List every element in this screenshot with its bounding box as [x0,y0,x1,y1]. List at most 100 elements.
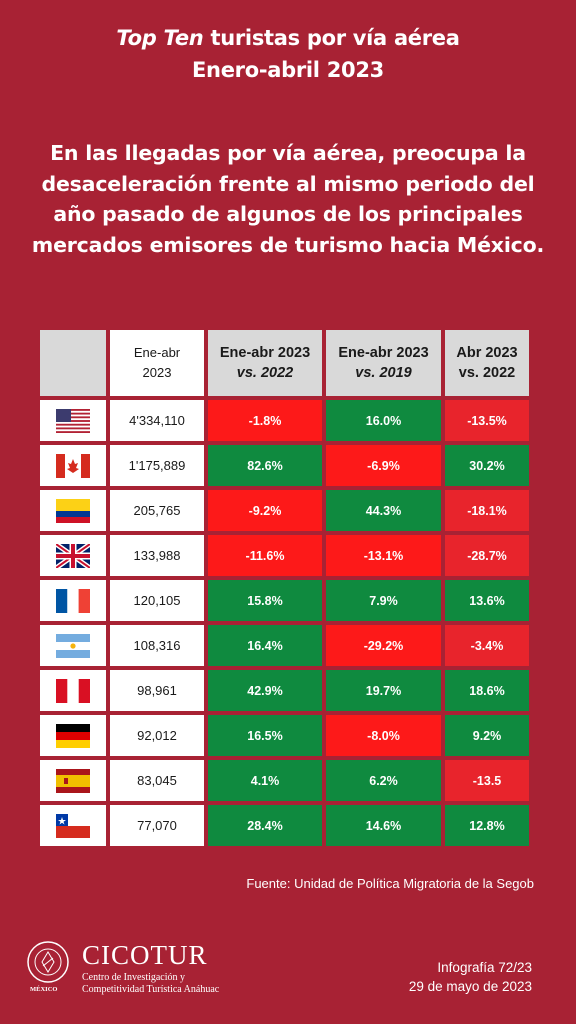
change-april-vs-2022: 30.2% [445,445,529,486]
table-row: 133,988 -11.6% -13.1% -28.7% [40,535,529,576]
flag-cell [40,445,106,486]
change-vs-2019: -6.9% [326,445,441,486]
brand-line2: Competitividad Turística Anáhuac [82,984,220,995]
change-vs-2019: 16.0% [326,400,441,441]
university-seal-icon [27,941,69,983]
header-col-april: Abr 2023 vs. 2022 [445,330,529,396]
change-april-vs-2022: -13.5% [445,400,529,441]
title-italic: Top Ten [116,26,204,50]
change-vs-2022: 4.1% [208,760,322,801]
change-april-vs-2022: 9.2% [445,715,529,756]
arrivals-value: 4'334,110 [110,400,204,441]
table-header-row: Ene-abr 2023 Ene-abr 2023 vs. 2022 Ene-a… [40,330,529,396]
change-vs-2022: 82.6% [208,445,322,486]
flag-cell [40,400,106,441]
colombia-flag-icon [56,498,90,523]
change-vs-2022: 15.8% [208,580,322,621]
change-vs-2019: 19.7% [326,670,441,711]
change-april-vs-2022: 18.6% [445,670,529,711]
table-row: 83,045 4.1% 6.2% -13.5 [40,760,529,801]
arrivals-value: 92,012 [110,715,204,756]
change-vs-2022: 42.9% [208,670,322,711]
page-title: Top Ten turistas por vía aérea Enero-abr… [0,22,576,86]
canada-flag-icon [56,453,90,478]
table-row: 205,765 -9.2% 44.3% -18.1% [40,490,529,531]
france-flag-icon [56,588,90,613]
chile-flag-icon [56,813,90,838]
change-april-vs-2022: 12.8% [445,805,529,846]
change-vs-2022: -1.8% [208,400,322,441]
title-rest: turistas por vía aérea [203,26,460,50]
usa-flag-icon [56,408,90,433]
cicotur-logo: MÉXICO CICOTUR Centro de Investigación y… [20,938,240,998]
uk-flag-icon [56,543,90,568]
tourism-table: Ene-abr 2023 Ene-abr 2023 vs. 2022 Ene-a… [36,326,533,850]
header-col-vs2019-line2: vs. 2019 [355,365,412,381]
change-vs-2019: -13.1% [326,535,441,576]
table-row: 1'175,889 82.6% -6.9% 30.2% [40,445,529,486]
header-col-vs2022-line2: vs. 2022 [236,365,294,381]
germany-flag-icon [56,723,90,748]
arrivals-value: 133,988 [110,535,204,576]
table-row: 108,316 16.4% -29.2% -3.4% [40,625,529,666]
publish-date: 29 de mayo de 2023 [408,979,532,994]
arrivals-value: 1'175,889 [110,445,204,486]
peru-flag-icon [56,678,90,703]
change-vs-2022: 16.5% [208,715,322,756]
header-flag-cell [40,330,106,396]
header-col-april-line2: vs. 2022 [458,365,516,381]
header-col-arrivals-line1: Ene-abr [133,345,181,360]
arrivals-value: 205,765 [110,490,204,531]
change-vs-2019: 7.9% [326,580,441,621]
flag-cell [40,625,106,666]
brand-line1: Centro de Investigación y [82,972,186,983]
seal-label: MÉXICO [30,986,58,993]
change-vs-2019: 6.2% [326,760,441,801]
header-col-arrivals: Ene-abr 2023 [110,330,204,396]
change-april-vs-2022: -13.5 [445,760,529,801]
brand-name: CICOTUR [82,940,208,970]
arrivals-value: 83,045 [110,760,204,801]
change-april-vs-2022: -3.4% [445,625,529,666]
table-row: 120,105 15.8% 7.9% 13.6% [40,580,529,621]
change-vs-2019: -29.2% [326,625,441,666]
infographic-number: Infografía 72/23 [437,960,532,975]
header-col-arrivals-line2: 2023 [142,365,172,380]
header-col-vs2019-line1: Ene-abr 2023 [338,345,429,361]
arrivals-value: 98,961 [110,670,204,711]
flag-cell [40,760,106,801]
subtitle: En las llegadas por vía aérea, preocupa … [31,141,545,257]
title-line2: Enero-abril 2023 [192,58,384,82]
arrivals-value: 108,316 [110,625,204,666]
change-vs-2022: -9.2% [208,490,322,531]
change-vs-2022: -11.6% [208,535,322,576]
change-april-vs-2022: -28.7% [445,535,529,576]
change-vs-2022: 28.4% [208,805,322,846]
arrivals-value: 120,105 [110,580,204,621]
header-col-vs2022: Ene-abr 2023 vs. 2022 [208,330,322,396]
table-row: 4'334,110 -1.8% 16.0% -13.5% [40,400,529,441]
flag-cell [40,490,106,531]
source-note: Fuente: Unidad de Política Migratoria de… [246,876,534,891]
change-vs-2019: 44.3% [326,490,441,531]
table-row: 98,961 42.9% 19.7% 18.6% [40,670,529,711]
infographic-info: Infografía 72/23 29 de mayo de 2023 [409,958,532,996]
flag-cell [40,805,106,846]
header-col-vs2022-line1: Ene-abr 2023 [219,345,311,361]
change-april-vs-2022: 13.6% [445,580,529,621]
table-row: 92,012 16.5% -8.0% 9.2% [40,715,529,756]
change-vs-2019: -8.0% [326,715,441,756]
change-april-vs-2022: -18.1% [445,490,529,531]
spain-flag-icon [56,768,90,793]
flag-cell [40,715,106,756]
header-col-vs2019: Ene-abr 2023 vs. 2019 [326,330,441,396]
argentina-flag-icon [56,633,90,658]
flag-cell [40,670,106,711]
table-row: 77,070 28.4% 14.6% 12.8% [40,805,529,846]
header-col-april-line1: Abr 2023 [456,345,518,361]
arrivals-value: 77,070 [110,805,204,846]
flag-cell [40,580,106,621]
flag-cell [40,535,106,576]
change-vs-2022: 16.4% [208,625,322,666]
change-vs-2019: 14.6% [326,805,441,846]
